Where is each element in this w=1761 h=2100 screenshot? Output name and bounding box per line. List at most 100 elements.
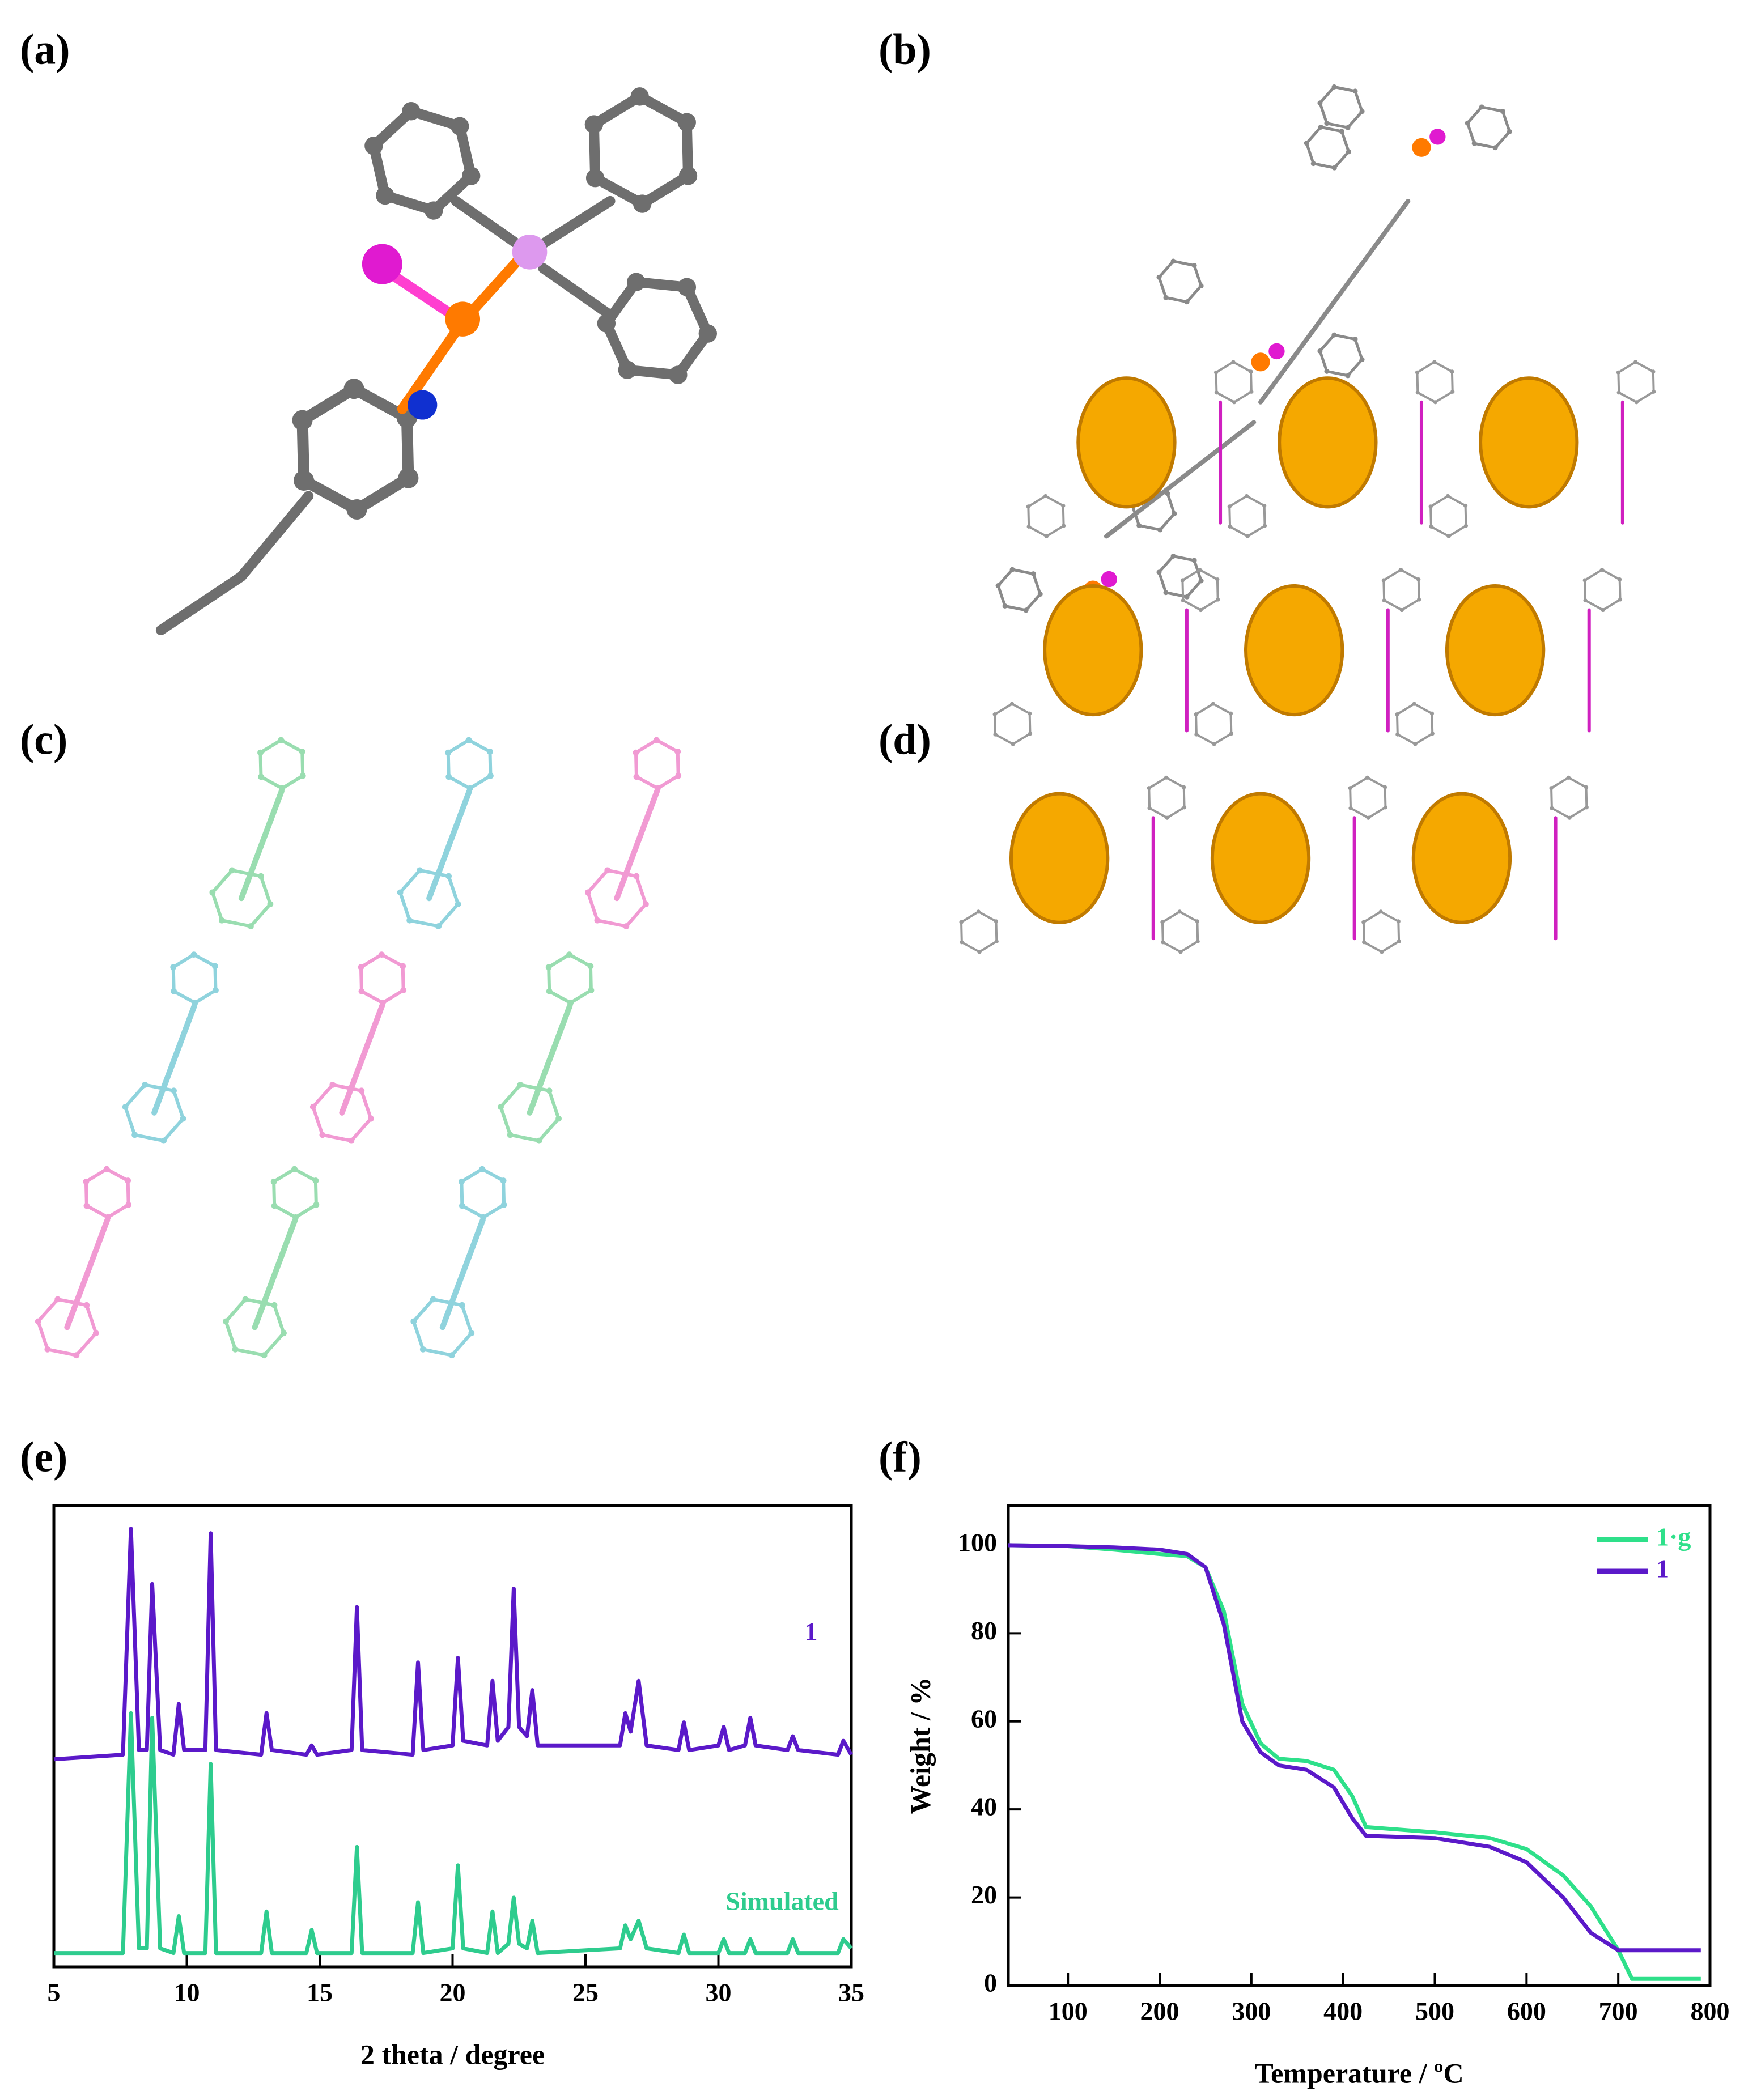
atom — [1359, 109, 1365, 114]
atom — [536, 1137, 542, 1144]
pore-void — [1210, 792, 1311, 924]
atom — [1184, 594, 1190, 600]
atom — [633, 749, 639, 756]
atom — [1500, 108, 1505, 114]
atom — [1043, 494, 1048, 499]
atom — [1361, 920, 1366, 924]
bond — [426, 788, 473, 902]
atom — [1262, 503, 1267, 508]
atom — [258, 773, 264, 780]
atom — [1191, 262, 1197, 268]
panel-label: (e) — [20, 1433, 67, 1481]
atom — [1198, 607, 1203, 613]
atom — [1318, 124, 1323, 130]
atom — [1583, 598, 1588, 603]
atom — [213, 987, 219, 993]
atom — [1383, 785, 1387, 789]
bond — [614, 788, 660, 902]
atom — [588, 987, 595, 993]
atom — [1417, 597, 1421, 602]
y-tick-label: 80 — [971, 1616, 997, 1645]
molecule-ring — [1362, 910, 1401, 954]
atom — [1429, 129, 1446, 145]
atom — [1227, 504, 1232, 509]
atom — [1618, 597, 1623, 602]
atom — [299, 772, 306, 779]
atom — [1616, 370, 1620, 375]
molecule-ring — [1550, 776, 1588, 819]
molecule-ring — [994, 702, 1032, 746]
atom — [1170, 553, 1176, 559]
atom — [1178, 950, 1183, 954]
atom — [1262, 524, 1267, 528]
atom — [171, 988, 177, 994]
atom — [1317, 348, 1323, 354]
atom — [1160, 920, 1165, 924]
atom — [398, 467, 419, 488]
atom — [545, 964, 552, 971]
atom — [584, 889, 591, 896]
atom — [1652, 389, 1656, 394]
atom — [1445, 494, 1450, 499]
x-tick-label: 200 — [1140, 1997, 1179, 2026]
atom — [1378, 909, 1383, 914]
plot-frame — [1007, 1504, 1712, 1987]
atom — [959, 920, 964, 924]
bond — [238, 788, 285, 902]
atom — [512, 235, 548, 270]
molecule-ring — [1228, 495, 1266, 538]
atom — [417, 867, 423, 874]
atom — [294, 470, 315, 491]
atom — [125, 1201, 132, 1208]
atom — [1147, 786, 1151, 790]
molecule-ring — [1215, 360, 1253, 404]
bond — [439, 1217, 486, 1330]
atom — [402, 102, 421, 121]
atom — [1397, 939, 1401, 943]
atom — [346, 499, 367, 520]
atom — [35, 1318, 41, 1325]
atom — [1023, 607, 1029, 613]
atom — [1415, 370, 1420, 375]
atom — [329, 1082, 336, 1088]
atom — [1228, 524, 1232, 529]
atom — [378, 951, 385, 958]
atom — [1345, 373, 1351, 379]
atom — [261, 1352, 268, 1359]
atom — [546, 1087, 553, 1094]
atom — [1550, 806, 1554, 810]
bond — [1104, 420, 1257, 539]
atom — [1147, 806, 1152, 810]
atom — [419, 1346, 426, 1353]
atom — [1507, 129, 1512, 134]
atom — [1028, 711, 1032, 716]
atom — [1446, 534, 1451, 538]
atom — [364, 137, 383, 155]
atom — [54, 1296, 61, 1303]
atom — [270, 1178, 277, 1185]
atom — [468, 1330, 475, 1337]
atom — [459, 1302, 465, 1308]
atom — [1599, 567, 1605, 572]
y-tick-label: 20 — [971, 1880, 997, 1909]
atom — [1249, 369, 1253, 374]
x-tick-label: 20 — [440, 1978, 466, 2007]
atom — [1365, 775, 1370, 780]
atom — [677, 278, 697, 296]
atom — [995, 583, 1001, 589]
atom — [223, 1318, 229, 1325]
molecule-ring — [272, 1167, 318, 1219]
atom — [1002, 603, 1008, 609]
atom — [1028, 732, 1033, 736]
bond — [151, 1002, 198, 1116]
molecule-ring — [600, 277, 714, 381]
atom — [1352, 88, 1358, 94]
atom — [1228, 711, 1233, 716]
atom — [458, 1178, 465, 1185]
bond — [451, 195, 528, 253]
atom — [367, 1115, 374, 1122]
panel-label: (b) — [879, 25, 931, 73]
atom — [1618, 577, 1622, 582]
x-tick-label: 300 — [1232, 1997, 1271, 2026]
atom — [358, 988, 365, 994]
